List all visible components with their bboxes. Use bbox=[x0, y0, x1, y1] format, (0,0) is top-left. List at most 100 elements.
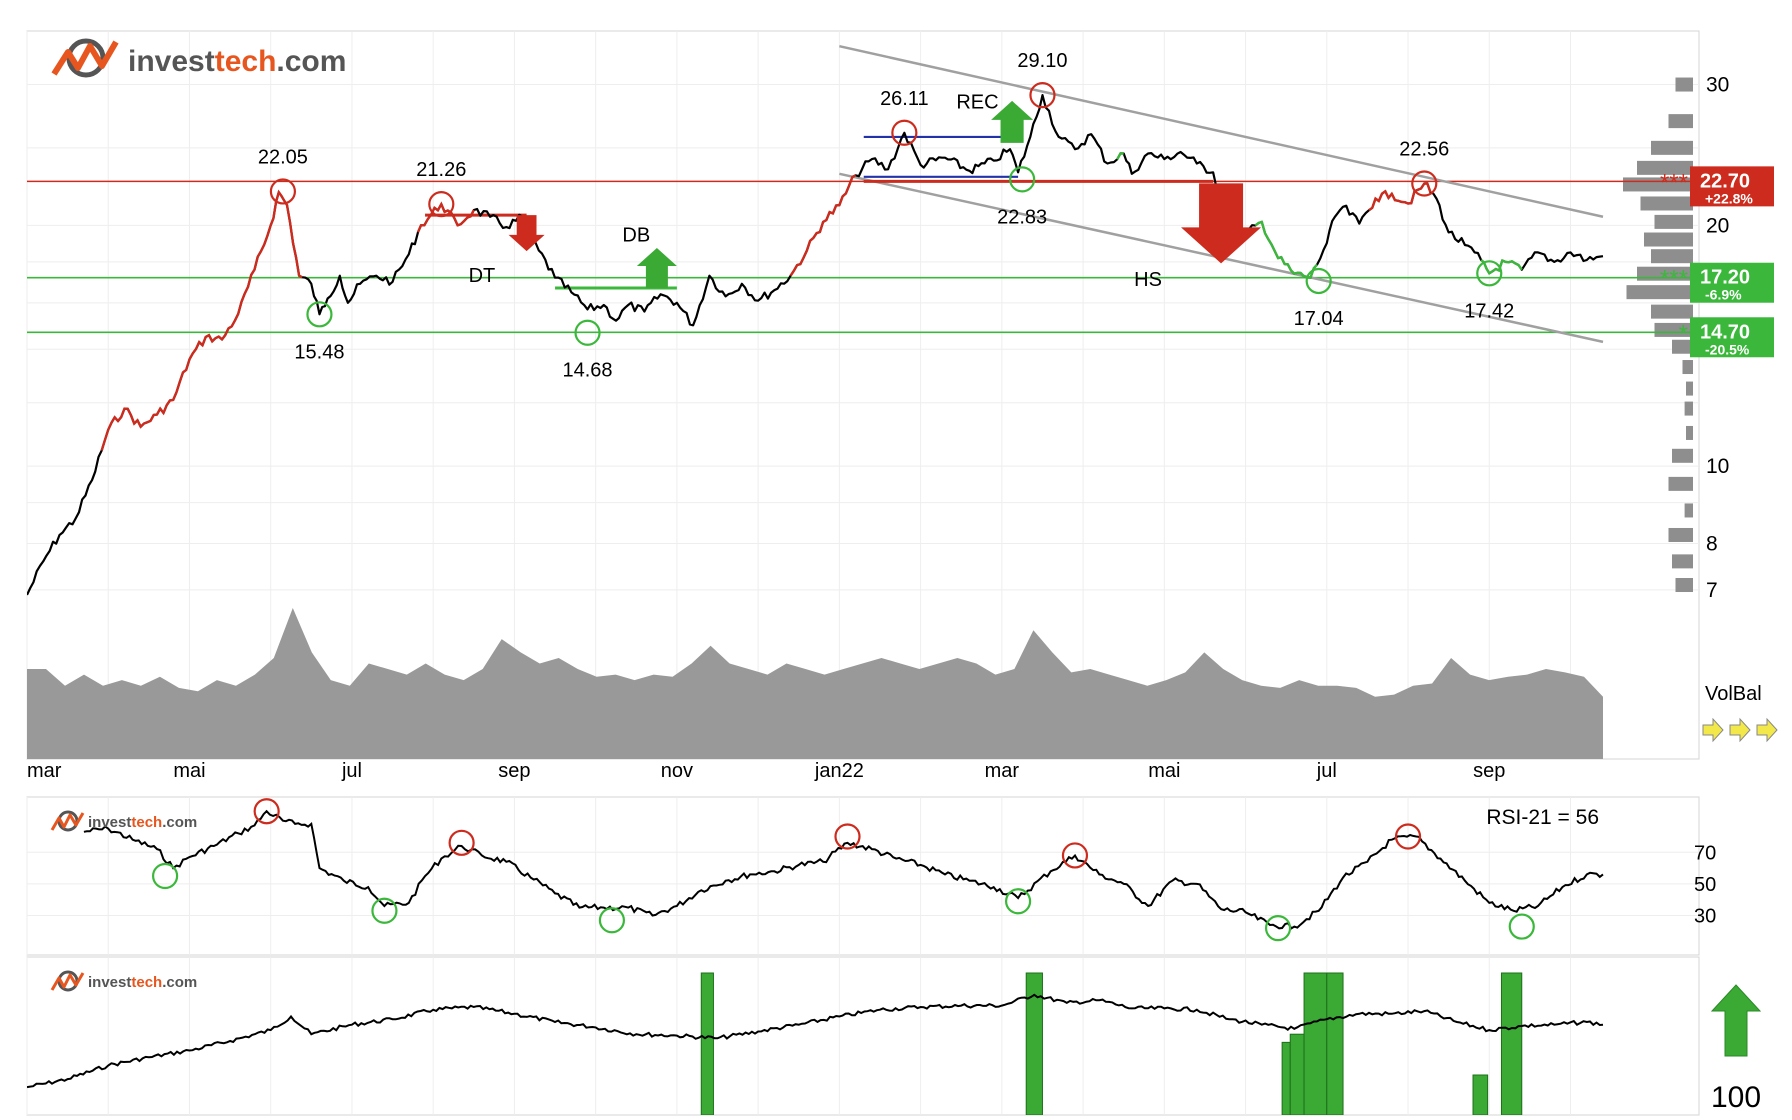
rsi-bottom-marker bbox=[1264, 915, 1292, 942]
formation-label: REC bbox=[956, 91, 998, 113]
level-value: 17.20 bbox=[1700, 267, 1750, 289]
annotations: 22.05 21.26 26.11 29.10 22.56 15.48 14.68 22.83… bbox=[258, 50, 1514, 382]
bottom-marker bbox=[306, 301, 333, 328]
signal-up-arrow-icon bbox=[1710, 984, 1762, 1057]
level-boxes: 22.70+22.8% *** 17.20-6.9% *** 14.70-20.5% * bbox=[1660, 166, 1774, 358]
insider-bar bbox=[1472, 1074, 1489, 1115]
rsi-title: RSI-21 = 56 bbox=[1486, 806, 1599, 829]
volume-balance-area bbox=[27, 608, 1603, 759]
top-marker bbox=[1029, 82, 1056, 109]
brand-name-3: .com bbox=[162, 974, 197, 991]
y-tick-label: 30 bbox=[1706, 74, 1729, 97]
volume-profile-bar bbox=[1644, 232, 1693, 247]
level-change: +22.8% bbox=[1705, 190, 1753, 206]
top-marker bbox=[428, 191, 455, 218]
volume-profile-bar bbox=[1654, 322, 1693, 337]
y-tick-label: 7 bbox=[1706, 579, 1718, 602]
insider-score: 100 bbox=[1711, 1081, 1761, 1114]
rsi-y-tick-label: 70 bbox=[1694, 842, 1716, 864]
volume-panel bbox=[27, 608, 1603, 759]
y-tick-label: 8 bbox=[1706, 533, 1718, 556]
x-tick-label: jan22 bbox=[814, 760, 864, 782]
level-box-resistance bbox=[1690, 166, 1774, 207]
axes: 30 20 10 8 7 mar mai jul sep nov jan22 mar mai jul sep… bbox=[27, 74, 1729, 928]
bottom-marker bbox=[574, 319, 601, 346]
insider-bar bbox=[1303, 972, 1328, 1115]
rsi-y-tick-label: 50 bbox=[1694, 874, 1716, 896]
x-tick-label: mai bbox=[1148, 760, 1180, 782]
top-label: 21.26 bbox=[416, 159, 466, 181]
insider-bar bbox=[700, 972, 714, 1115]
formation-label: DB bbox=[622, 224, 650, 246]
bottom-label: 14.68 bbox=[563, 360, 613, 382]
volume-profile-bar bbox=[1651, 140, 1693, 155]
bottom-label: 17.42 bbox=[1464, 300, 1514, 322]
x-tick-label: sep bbox=[1473, 760, 1505, 782]
bottom-marker bbox=[1009, 166, 1036, 193]
svg-text:investtech.com: investtech.com bbox=[88, 814, 197, 831]
x-tick-label: mar bbox=[27, 760, 62, 782]
y-tick-label: 20 bbox=[1706, 214, 1729, 237]
bottom-label: 17.04 bbox=[1294, 308, 1344, 330]
volbal-label: VolBal bbox=[1705, 683, 1762, 705]
volbal-arrow-icon bbox=[1729, 717, 1751, 743]
brand-name-2: tech bbox=[131, 814, 162, 831]
buy-signal-arrow-icon bbox=[991, 100, 1034, 143]
top-label: 22.05 bbox=[258, 146, 308, 168]
rsi-bottom-marker bbox=[598, 907, 626, 934]
insider-panel bbox=[26, 956, 1700, 1116]
volbal-arrow-icon bbox=[1756, 717, 1778, 743]
price-line-bearish-segment bbox=[100, 189, 303, 451]
insider-bar bbox=[1025, 972, 1043, 1115]
volume-profile-bar bbox=[1651, 249, 1693, 264]
rsi-top-marker bbox=[1394, 823, 1422, 850]
volume-profile-bar bbox=[1668, 527, 1693, 542]
insider-bar bbox=[1326, 972, 1344, 1115]
volume-profile-bar bbox=[1651, 304, 1693, 319]
level-value: 22.70 bbox=[1700, 170, 1750, 192]
volume-profile-bar bbox=[1668, 114, 1693, 129]
volume-profile-bar bbox=[1654, 214, 1693, 229]
rsi-y-tick-label: 30 bbox=[1694, 906, 1716, 928]
level-value: 14.70 bbox=[1700, 321, 1750, 343]
top-label: 26.11 bbox=[880, 88, 929, 110]
level-change: -20.5% bbox=[1705, 341, 1750, 357]
sell-signal-arrow-icon bbox=[1181, 183, 1262, 264]
x-tick-label: mai bbox=[173, 760, 205, 782]
rsi-line bbox=[83, 809, 1604, 930]
buy-signal-arrow-icon bbox=[636, 247, 677, 288]
volume-profile-bar bbox=[1686, 381, 1693, 396]
rsi-top-marker bbox=[448, 829, 475, 856]
price-line-bearish-segment bbox=[416, 201, 475, 233]
level-stars: * bbox=[1679, 320, 1688, 347]
volume-profile-bar bbox=[1668, 476, 1693, 491]
volume-profile-bar bbox=[1672, 554, 1693, 569]
brand-name-3: .com bbox=[162, 814, 197, 831]
level-stars: *** bbox=[1660, 266, 1688, 293]
level-box-support bbox=[1690, 317, 1774, 358]
volume-profile-bar bbox=[1684, 503, 1693, 518]
bottom-label: 22.83 bbox=[997, 206, 1047, 228]
price-line-bullish-segment bbox=[1116, 152, 1124, 160]
grid bbox=[26, 31, 1699, 1115]
top-marker bbox=[1411, 170, 1438, 197]
volume-profile-bar bbox=[1682, 360, 1693, 375]
rsi-top-marker bbox=[1061, 842, 1089, 869]
volume-profile-bar bbox=[1684, 401, 1693, 416]
formation-label: DT bbox=[469, 265, 496, 287]
bottom-marker bbox=[1305, 267, 1332, 295]
x-tick-label: sep bbox=[498, 760, 530, 782]
rsi-panel bbox=[26, 796, 1700, 956]
rsi-top-marker bbox=[253, 798, 280, 825]
x-tick-label: jul bbox=[1316, 760, 1337, 782]
brand-logo-rsi: investtech.com bbox=[50, 810, 197, 832]
rsi-bottom-marker bbox=[1508, 913, 1535, 940]
volume-profile-bar bbox=[1672, 448, 1693, 463]
volume-profile-bar bbox=[1637, 160, 1693, 175]
top-label: 22.56 bbox=[1399, 139, 1449, 161]
brand-name-1: invest bbox=[88, 814, 131, 831]
volbal-arrow-icon bbox=[1702, 717, 1724, 743]
bottom-marker bbox=[1476, 260, 1503, 287]
volume-profile-bar bbox=[1672, 339, 1693, 354]
